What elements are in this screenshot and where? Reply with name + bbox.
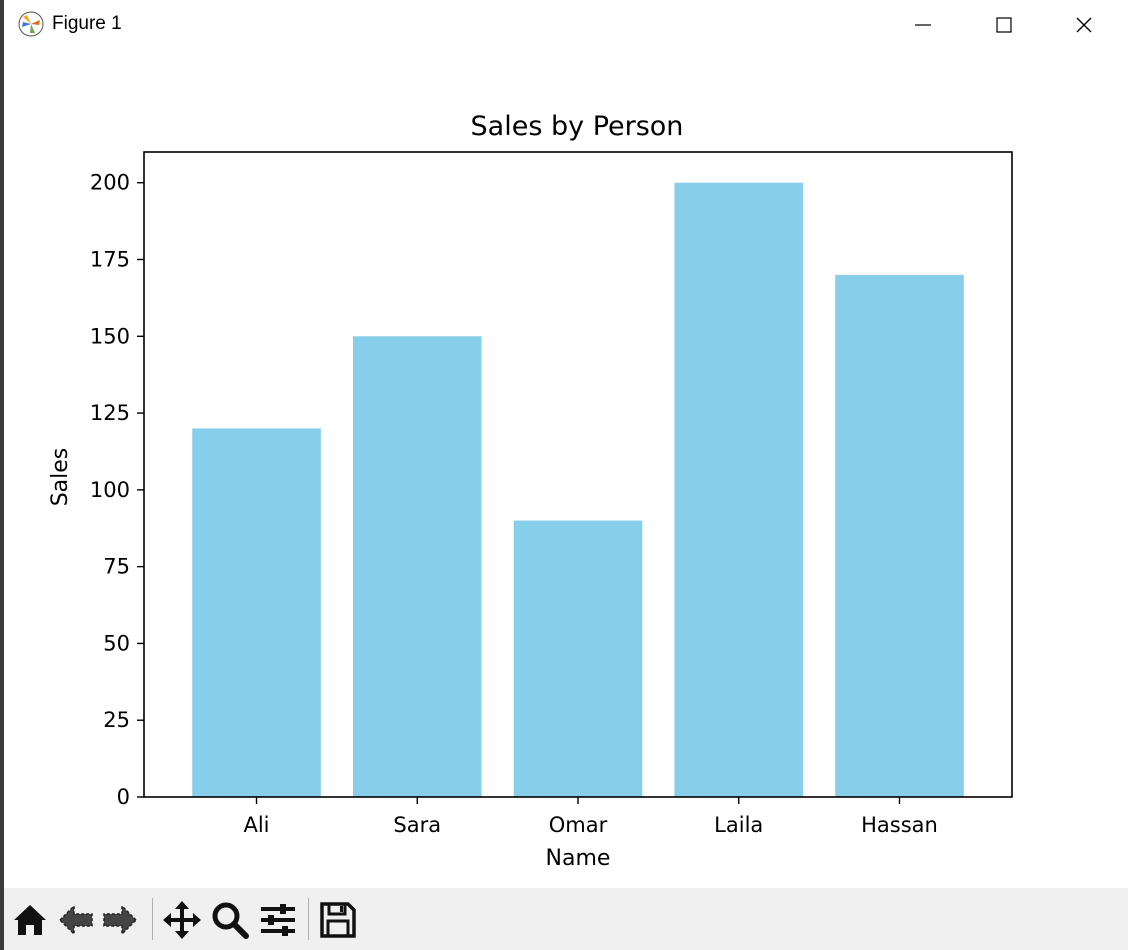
back-arrow-icon [58,904,93,936]
forward-arrow-icon [103,904,138,936]
chart-title: Sales by Person [471,111,684,142]
navigation-toolbar [4,888,1128,950]
bar-chart: Sales by Person Name Sales 0 25 50 75 100 125… [48,111,1013,871]
save-icon [320,902,356,938]
y-tick-label: 125 [90,401,130,425]
configure-subplots-button[interactable] [258,900,298,940]
back-button[interactable] [56,900,96,940]
close-icon [1076,17,1092,33]
x-axis-label: Name [546,846,611,871]
window-edge [0,0,4,950]
window-title: Figure 1 [52,13,122,34]
x-tick-label: Omar [549,813,608,837]
x-tick-label: Laila [714,813,763,837]
minimize-icon [915,24,931,26]
x-tick-label: Ali [243,813,269,837]
bar-hassan [835,274,964,797]
toolbar-separator [152,898,153,940]
y-axis-label: Sales [48,448,73,507]
y-tick-label: 175 [90,248,130,272]
forward-button[interactable] [100,900,140,940]
configure-subplots-icon [261,904,295,936]
y-tick-label: 50 [103,631,130,655]
toolbar-separator [308,898,309,940]
home-icon [14,905,46,935]
bar-ali [192,428,321,797]
zoom-icon [212,902,249,939]
minimize-button[interactable] [883,0,963,50]
matplotlib-icon [18,11,44,37]
y-tick-label: 200 [90,171,130,195]
x-tick-label: Sara [393,813,441,837]
y-tick-label: 25 [103,708,130,732]
figure-canvas[interactable]: Sales by Person Name Sales 0 25 50 75 100 125… [4,50,1128,888]
y-tick-label: 100 [90,478,130,502]
bar-laila [674,182,804,797]
home-button[interactable] [10,900,50,940]
bar-omar [513,520,643,797]
x-tick-label: Hassan [861,813,938,837]
pan-icon [163,901,201,939]
pan-button[interactable] [162,900,202,940]
y-tick-label: 0 [117,785,130,809]
y-tick-label: 75 [103,555,130,579]
maximize-icon [996,17,1012,33]
bar-sara [352,336,482,797]
zoom-button[interactable] [210,900,250,940]
title-bar: Figure 1 [4,0,1128,50]
maximize-button[interactable] [964,0,1044,50]
plot-frame [143,151,1013,798]
y-tick-label: 150 [90,324,130,348]
save-button[interactable] [318,900,358,940]
close-button[interactable] [1044,0,1124,50]
